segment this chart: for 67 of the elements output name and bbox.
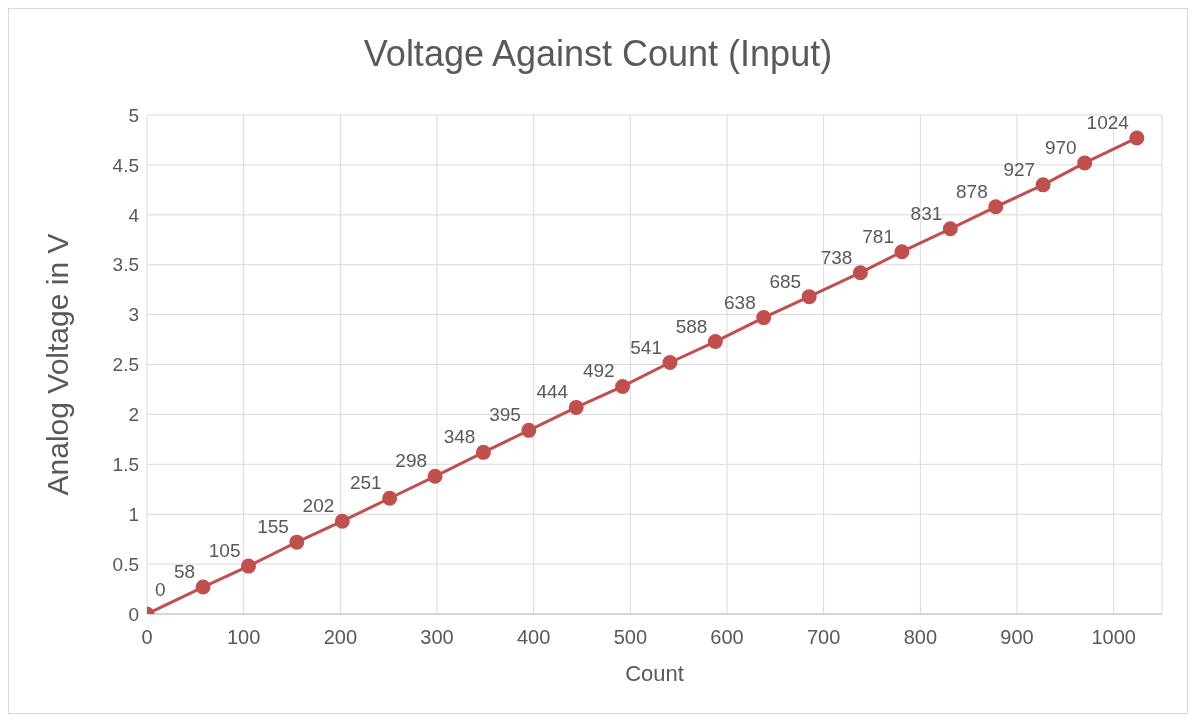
annotation: 251 (349, 472, 382, 494)
point (756, 310, 772, 326)
x-axis-title: Count (625, 661, 684, 686)
y-tick-label: 3.5 (112, 254, 139, 276)
x-tick-label: 900 (1000, 626, 1034, 649)
point (241, 558, 256, 574)
point (334, 513, 350, 529)
point (988, 199, 1004, 215)
annotation: 492 (582, 360, 615, 382)
y-tick-label: 4 (128, 204, 140, 226)
annotation: 298 (395, 450, 428, 472)
point (382, 490, 398, 506)
point (942, 221, 958, 237)
annotation: 58 (173, 561, 196, 583)
annotation: 541 (630, 336, 662, 358)
annotation: 1024 (1086, 111, 1130, 133)
x-tick-label: 1000 (1091, 626, 1136, 649)
annotation: 588 (675, 315, 708, 337)
annotation: 927 (1003, 158, 1036, 180)
annotation: 348 (443, 426, 476, 448)
point (195, 579, 211, 595)
point (615, 378, 631, 394)
point (801, 289, 817, 305)
chart-title: Voltage Against Count (Input) (362, 32, 834, 76)
annotation: 202 (302, 495, 335, 517)
y-tick-label: 2 (128, 404, 139, 426)
annotation: 685 (769, 270, 802, 292)
y-tick-label: 1 (128, 503, 139, 525)
x-tick-label: 600 (710, 626, 744, 649)
point (427, 468, 443, 484)
x-tick-label: 700 (806, 626, 841, 649)
annotation: 738 (820, 246, 853, 268)
point (852, 265, 868, 281)
y-tick-label: 4.5 (112, 154, 139, 176)
annotation: 0 (155, 579, 166, 600)
annotation: 444 (536, 381, 569, 403)
point (1077, 155, 1093, 171)
point (1035, 177, 1051, 193)
y-tick-label: 1.5 (112, 454, 139, 476)
point (289, 534, 305, 550)
y-tick-label: 5 (128, 104, 139, 126)
x-tick-label: 200 (323, 626, 358, 649)
point (475, 444, 491, 460)
point (894, 244, 910, 260)
x-tick-label: 100 (226, 626, 261, 649)
annotation: 831 (910, 202, 943, 224)
annotation: 155 (257, 516, 289, 538)
x-tick-label: 300 (420, 626, 454, 649)
x-tick-label: 800 (903, 626, 938, 649)
annotation: 970 (1044, 136, 1077, 158)
y-tick-label: 2.5 (112, 354, 139, 376)
point (521, 422, 537, 438)
annotation: 878 (956, 180, 988, 202)
point (568, 399, 584, 415)
point (1129, 130, 1145, 146)
point (662, 355, 678, 370)
y-tick-label: 3 (128, 304, 139, 326)
y-axis-title: Analog Voltage in V (40, 233, 74, 496)
y-tick-label: 0.5 (112, 553, 139, 575)
y-tick-label: 0 (128, 603, 139, 625)
annotation: 638 (724, 291, 756, 313)
x-tick-label: 400 (516, 626, 551, 649)
annotation: 105 (208, 540, 241, 562)
annotation: 781 (862, 225, 894, 247)
x-tick-label: 500 (613, 626, 648, 649)
annotation: 395 (489, 404, 521, 426)
point (707, 334, 723, 350)
